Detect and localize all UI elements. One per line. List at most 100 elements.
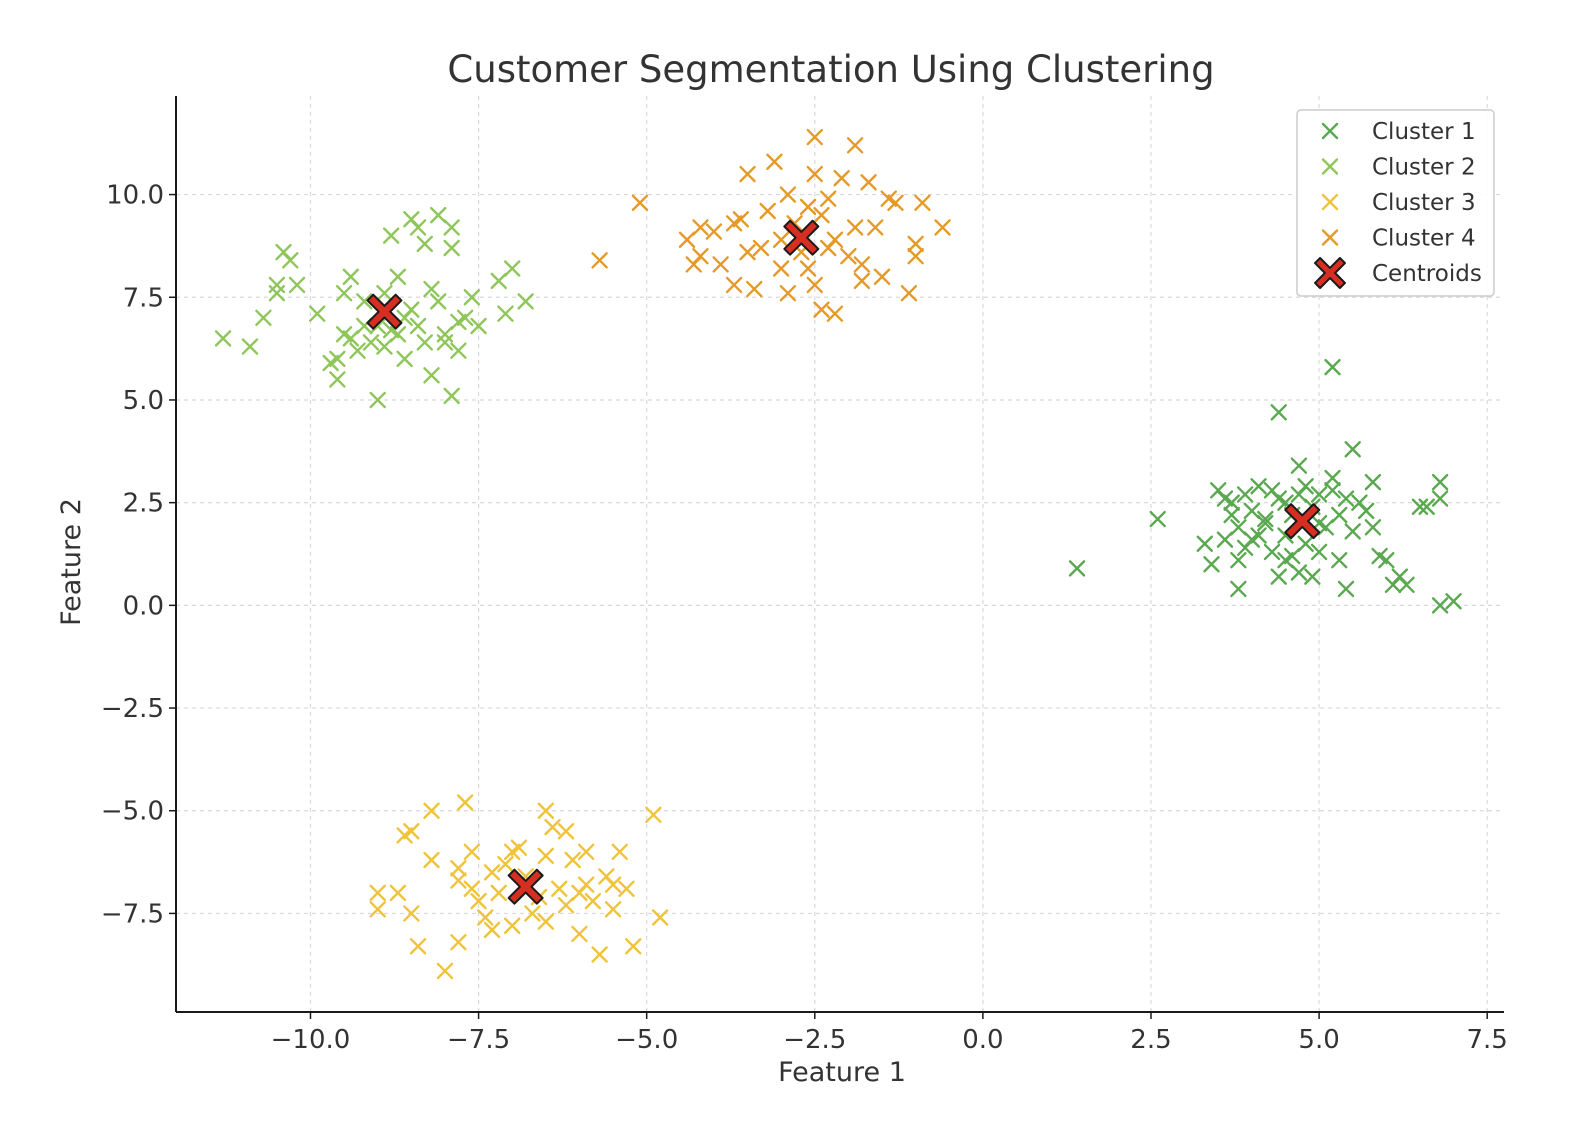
data-point: [1364, 519, 1382, 536]
data-point: [450, 342, 467, 359]
data-point: [1270, 568, 1287, 585]
data-point: [1203, 556, 1220, 573]
data-point: [1290, 457, 1308, 474]
data-point: [806, 128, 823, 146]
data-point: [846, 137, 864, 154]
data-point: [1310, 543, 1328, 561]
data-point: [436, 962, 454, 980]
data-point: [772, 260, 790, 277]
data-point: [826, 231, 844, 248]
y-tick-label: 5.0: [123, 386, 164, 416]
data-point: [335, 284, 353, 302]
data-point: [1357, 502, 1375, 520]
data-point: [1230, 580, 1247, 598]
data-point: [820, 190, 837, 207]
data-point: [577, 843, 595, 861]
data-point: [369, 884, 386, 902]
data-point: [577, 876, 595, 893]
data-point: [752, 239, 770, 257]
data-point: [1337, 580, 1355, 598]
data-point: [1250, 478, 1267, 495]
data-point: [470, 317, 487, 335]
data-point: [443, 387, 460, 405]
data-point: [779, 186, 797, 203]
data-point: [1216, 531, 1234, 548]
data-point: [1337, 490, 1355, 507]
legend-item: Cluster 4: [1321, 226, 1476, 252]
data-points: [214, 128, 1462, 980]
legend-label: Cluster 2: [1372, 155, 1476, 181]
data-point: [712, 256, 729, 273]
data-point: [524, 905, 541, 922]
data-point: [450, 313, 467, 331]
chart-title: Customer Segmentation Using Clustering: [447, 48, 1214, 91]
data-point: [416, 334, 433, 351]
data-point: [1324, 482, 1341, 499]
data-point: [1243, 502, 1261, 520]
data-point: [443, 219, 460, 236]
data-point: [860, 174, 877, 191]
data-point: [739, 243, 756, 261]
data-point: [1223, 506, 1240, 524]
data-point: [389, 326, 407, 343]
legend-marker: [1321, 229, 1339, 246]
data-point: [1149, 510, 1166, 528]
x-tick-label: 5.0: [1298, 1025, 1339, 1055]
data-point: [403, 905, 420, 922]
data-point: [618, 880, 635, 897]
data-point: [490, 884, 507, 902]
data-point: [571, 925, 588, 943]
data-point: [1331, 551, 1348, 569]
legend-label: Cluster 1: [1372, 119, 1476, 145]
data-point: [779, 284, 797, 302]
data-point: [725, 276, 743, 294]
data-point: [813, 301, 830, 318]
data-point: [409, 938, 427, 955]
data-point: [705, 223, 723, 240]
data-point: [806, 276, 823, 294]
data-point: [430, 293, 447, 310]
data-point: [1411, 498, 1429, 515]
data-point: [450, 872, 467, 889]
legend-marker: [1314, 257, 1346, 289]
data-point: [456, 794, 474, 811]
x-tick-label: −5.0: [615, 1025, 678, 1055]
data-point: [1297, 478, 1314, 495]
data-point: [362, 334, 380, 351]
data-point: [934, 219, 951, 236]
data-point: [463, 880, 481, 897]
data-point: [584, 892, 602, 910]
y-axis-label: Feature 2: [56, 498, 87, 626]
data-point: [369, 391, 386, 409]
x-tick-label: 2.5: [1130, 1025, 1171, 1055]
data-point: [1257, 514, 1274, 532]
data-point: [1230, 519, 1247, 536]
data-point: [504, 260, 521, 277]
data-point: [497, 305, 514, 322]
data-point: [1236, 539, 1254, 557]
data-point: [255, 309, 272, 327]
data-point: [799, 198, 817, 216]
data-point: [389, 884, 407, 902]
data-point: [463, 289, 481, 306]
data-point: [739, 165, 756, 183]
legend-item: Cluster 1: [1321, 119, 1476, 145]
series-cluster-1: [1068, 358, 1462, 614]
data-point: [887, 194, 904, 211]
x-tick-label: −10.0: [271, 1025, 351, 1055]
data-point: [1431, 597, 1449, 614]
data-point: [1297, 535, 1314, 552]
legend-item: Cluster 2: [1321, 155, 1476, 181]
data-point: [416, 235, 433, 253]
data-point: [746, 280, 763, 298]
data-point: [1270, 490, 1287, 507]
data-point: [436, 334, 454, 351]
data-point: [678, 231, 696, 248]
data-point: [833, 169, 850, 187]
data-point: [329, 371, 346, 388]
y-tick-label: −2.5: [101, 694, 164, 724]
data-point: [376, 338, 393, 355]
data-point: [450, 860, 467, 877]
data-point: [1431, 473, 1449, 491]
data-point: [497, 855, 514, 873]
